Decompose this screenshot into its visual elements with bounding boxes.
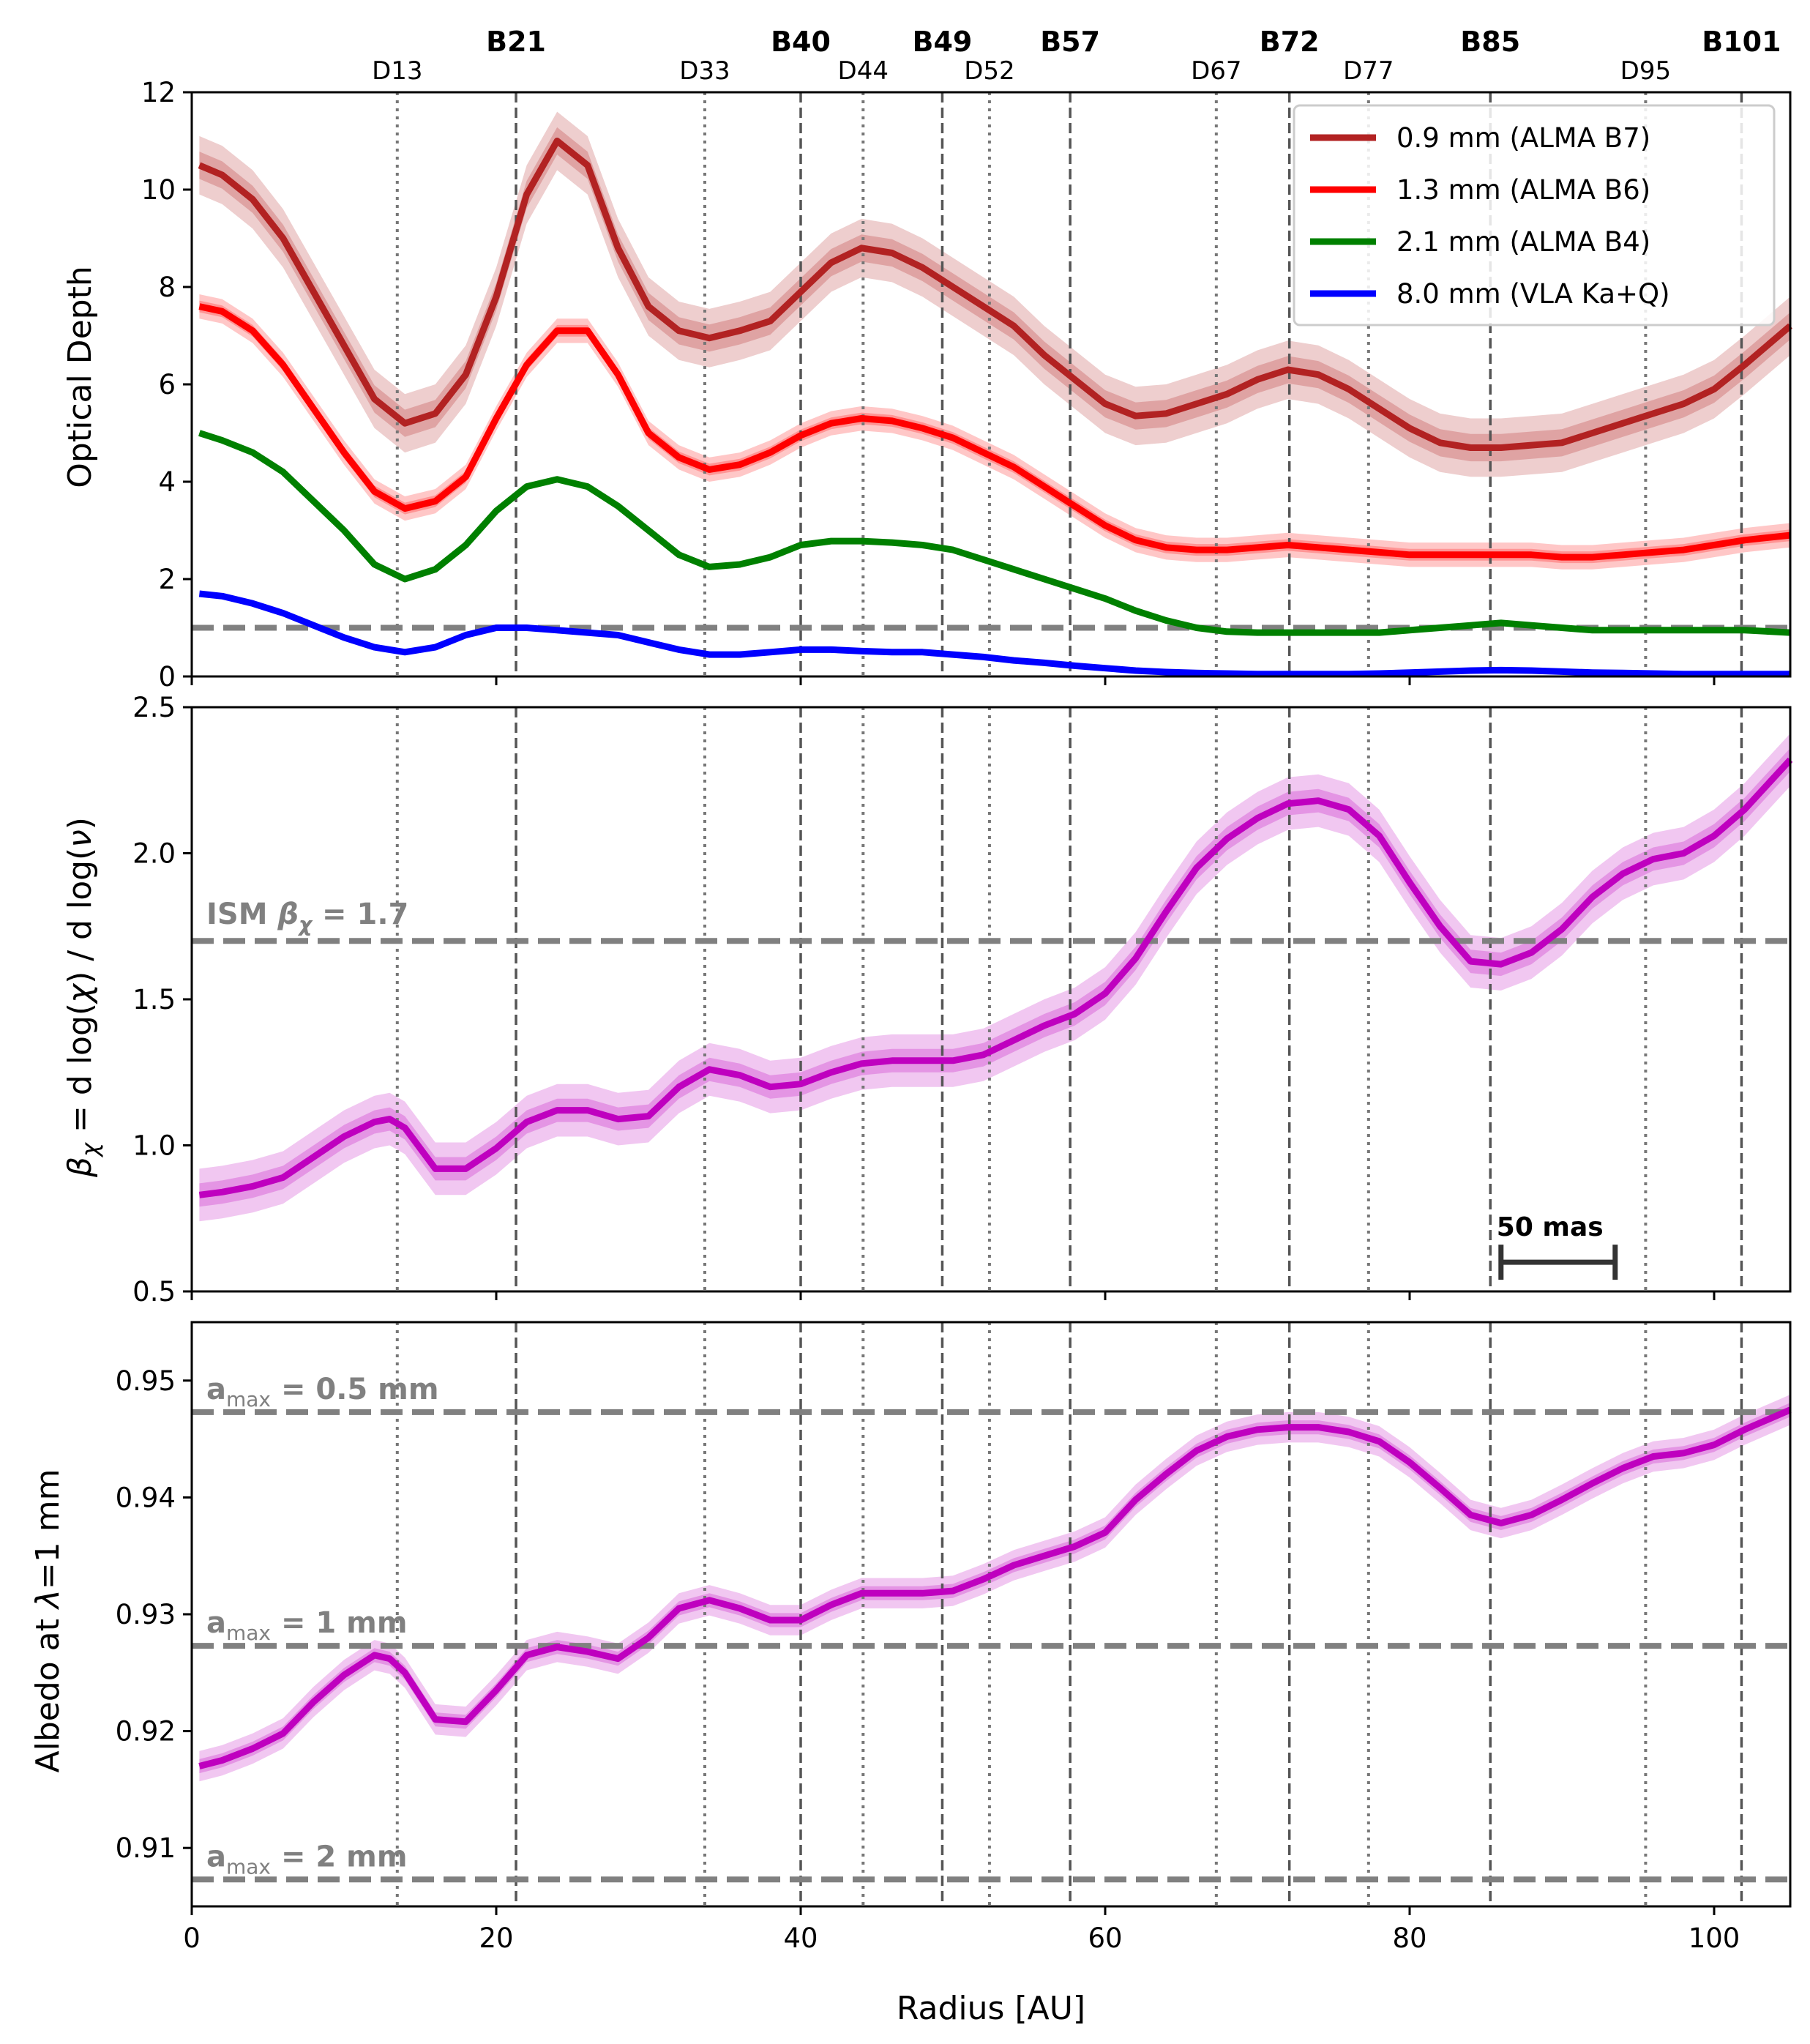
- y-tick-label: 0.91: [116, 1832, 176, 1864]
- series-0-band-outer: [199, 111, 1791, 477]
- y-tick-label: 4: [158, 466, 176, 498]
- marker-label-d44: D44: [838, 56, 889, 86]
- y-tick-label: 0.93: [116, 1599, 176, 1630]
- x-tick-label: 80: [1392, 1922, 1426, 1954]
- legend-label-3: 8.0 mm (VLA Ka+Q): [1396, 278, 1670, 310]
- albedo-ring-marker-lines: [395, 1322, 1743, 1906]
- y-tick-label: 0.94: [116, 1482, 176, 1513]
- y-tick-label: 1.0: [132, 1130, 176, 1162]
- y-tick-label: 10: [141, 174, 176, 206]
- ism-beta-reference-label: ISM βχ = 1.7: [206, 898, 408, 936]
- y-tick-label: 0.92: [116, 1716, 176, 1748]
- x-tick-label: 20: [479, 1922, 513, 1954]
- marker-label-b40: B40: [771, 26, 831, 58]
- albedo-reference-lines: [192, 1409, 1790, 1883]
- marker-label-b85: B85: [1460, 26, 1520, 58]
- marker-label-b21: B21: [486, 26, 546, 58]
- marker-label-b57: B57: [1040, 26, 1100, 58]
- y-tick-label: 0.5: [132, 1276, 176, 1308]
- x-tick-label: 100: [1689, 1922, 1740, 1954]
- beta-axes: 0.5 1.0 1.5 2.0 2.5: [132, 692, 1792, 1308]
- amax-reference-label-2: amax = 2 mm: [206, 1840, 408, 1879]
- marker-label-d95: D95: [1620, 56, 1671, 86]
- x-tick-label: 40: [783, 1922, 818, 1954]
- albedo-bands: [199, 1395, 1791, 1782]
- x-tick-label: 60: [1088, 1922, 1122, 1954]
- x-tick-label: 0: [183, 1922, 201, 1954]
- x-axis-label: Radius [AU]: [897, 1990, 1085, 2027]
- beta-y-axis-label: βχ = d log(χ) / d log(ν): [61, 817, 104, 1178]
- legend-label-2: 2.1 mm (ALMA B4): [1396, 226, 1650, 258]
- albedo-axes: 0.91 0.92 0.93 0.94 0.95 0 20 40 60 80 100: [116, 1321, 1792, 1954]
- albedo-y-axis-label: Albedo at λ=1 mm: [29, 1469, 67, 1773]
- y-tick-label: 2: [158, 564, 176, 595]
- marker-label-d13: D13: [372, 56, 422, 86]
- marker-label-b72: B72: [1260, 26, 1320, 58]
- series-line-0: [198, 138, 1792, 451]
- beta-series: [198, 757, 1793, 1198]
- series-line-2: [198, 430, 1791, 636]
- marker-label-d77: D77: [1343, 56, 1394, 86]
- optical-depth-axes: 0 2 4 6 8 10 12: [141, 77, 1792, 693]
- series-line-0: [198, 757, 1793, 1198]
- legend-label-0: 0.9 mm (ALMA B7): [1396, 122, 1650, 154]
- optical-depth-panel: 0 2 4 6 8 10 12 0.9 mm (ALMA B7) 1.3 mm (ALMA B…: [61, 26, 1792, 693]
- albedo-reference-labels: amax = 0.5 mm amax = 1 mm amax = 2 mm: [206, 1373, 439, 1879]
- legend: 0.9 mm (ALMA B7) 1.3 mm (ALMA B6) 2.1 mm (…: [1293, 104, 1776, 327]
- series-line-3: [198, 590, 1790, 678]
- y-tick-label: 6: [158, 369, 176, 400]
- series-line-0: [198, 1406, 1792, 1769]
- y-tick-label: 8: [158, 272, 176, 303]
- series-line-1: [198, 303, 1791, 561]
- marker-label-d67: D67: [1191, 56, 1241, 86]
- y-tick-label: 2.0: [132, 838, 176, 870]
- legend-label-1: 1.3 mm (ALMA B6): [1396, 174, 1650, 206]
- marker-label-b49: B49: [913, 26, 973, 58]
- beta-ring-marker-lines: [395, 707, 1743, 1291]
- scale-bar: 50 mas: [1497, 1212, 1618, 1280]
- series-0-band-outer: [199, 1395, 1791, 1782]
- y-tick-label: 2.5: [132, 692, 176, 723]
- albedo-series: [198, 1406, 1792, 1769]
- amax-reference-label-0: amax = 0.5 mm: [206, 1373, 439, 1411]
- optical-depth-y-axis-label: Optical Depth: [61, 266, 99, 488]
- series-0-band-inner: [199, 747, 1791, 1207]
- albedo-panel: 0.91 0.92 0.93 0.94 0.95 0 20 40 60 80 100 amax = …: [29, 1321, 1792, 2027]
- beta-panel: 0.5 1.0 1.5 2.0 2.5 ISM βχ = 1.7 50 mas βχ =…: [61, 692, 1793, 1308]
- y-tick-label: 12: [141, 77, 176, 108]
- optical-depth-series: [198, 138, 1792, 678]
- amax-reference-label-1: amax = 1 mm: [206, 1606, 408, 1645]
- marker-label-b101: B101: [1702, 26, 1781, 58]
- y-tick-label: 0.95: [116, 1365, 176, 1397]
- optical-depth-bands: [199, 111, 1791, 570]
- y-tick-label: 0: [158, 661, 176, 693]
- marker-label-d52: D52: [964, 56, 1014, 86]
- marker-label-d33: D33: [679, 56, 730, 86]
- y-tick-label: 1.5: [132, 984, 176, 1015]
- legend-frame: [1293, 104, 1776, 327]
- scale-bar-label: 50 mas: [1497, 1212, 1604, 1242]
- series-0-band-inner: [199, 127, 1791, 462]
